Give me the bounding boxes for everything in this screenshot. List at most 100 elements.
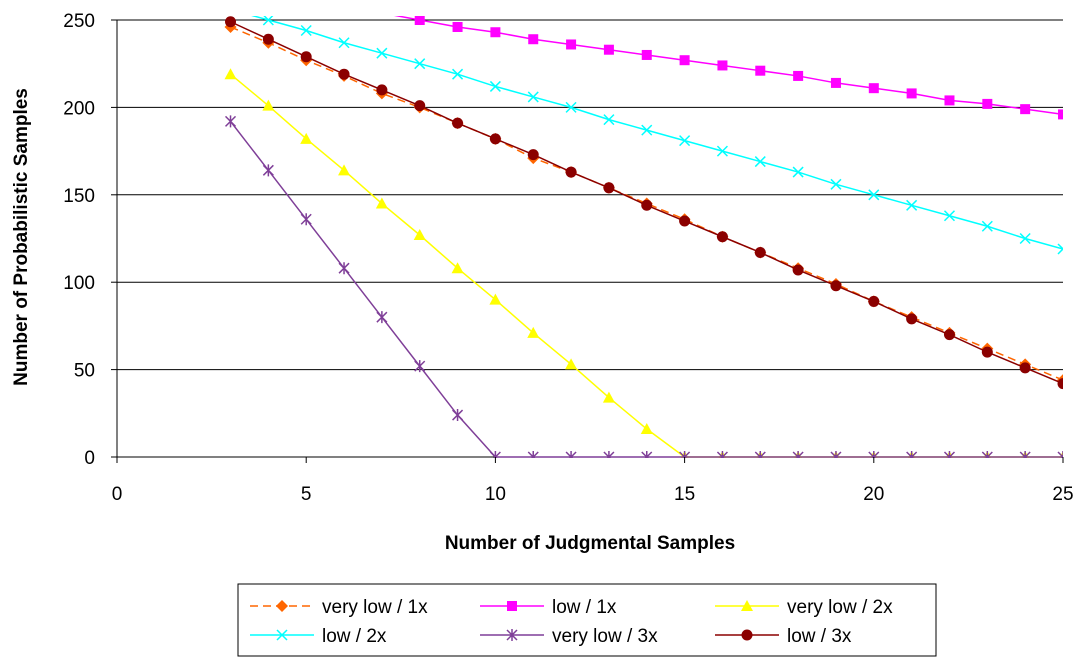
point-3-12	[716, 145, 728, 157]
point-5-3	[338, 68, 350, 80]
point-3-7	[527, 91, 539, 103]
y-tick-label-0: 0	[84, 448, 95, 469]
point-3-1	[300, 24, 312, 37]
point-1-14	[944, 95, 955, 106]
point-5-4	[376, 84, 388, 96]
point-2-5	[413, 229, 426, 241]
point-2-1	[262, 99, 275, 111]
point-2-3	[338, 164, 351, 176]
series-line-4	[229, 120, 1063, 458]
y-tick-label-100: 100	[63, 273, 95, 294]
x-tick-label-0: 0	[112, 484, 123, 505]
series-line-2	[230, 73, 1063, 458]
y-tick-label-150: 150	[63, 186, 95, 207]
point-1-13	[906, 88, 917, 99]
point-1-7	[679, 55, 690, 66]
point-5-21	[1019, 362, 1031, 374]
point-1-6	[641, 49, 652, 60]
x-tick-label-25: 25	[1052, 484, 1073, 505]
point-2-11	[640, 423, 653, 435]
point-4-2	[300, 213, 312, 226]
point-1-17	[1058, 109, 1063, 120]
point-1-12	[868, 83, 879, 94]
point-1-4	[566, 39, 577, 50]
point-2-0	[224, 68, 237, 80]
legend-entry-0: very low / 1x	[250, 597, 428, 618]
y-tick-label-200: 200	[63, 98, 95, 119]
point-3-21	[1057, 243, 1063, 255]
point-3-0	[262, 16, 274, 26]
grid-lines	[117, 19, 1063, 458]
point-3-19	[981, 220, 993, 232]
point-5-0	[225, 16, 237, 28]
point-4-5	[414, 360, 426, 373]
point-5-22	[1057, 378, 1063, 390]
point-1-16	[1020, 104, 1031, 115]
point-4-20	[981, 451, 993, 458]
point-1-0	[414, 16, 425, 25]
point-5-1	[262, 33, 274, 45]
x-axis-title: Number of Judgmental Samples	[445, 533, 735, 554]
point-5-9	[565, 166, 577, 178]
point-3-16	[868, 189, 880, 201]
legend-marker-1	[507, 601, 517, 611]
point-5-14	[754, 246, 766, 258]
series-1	[393, 16, 1063, 120]
point-5-8	[527, 149, 539, 161]
point-5-13	[716, 231, 728, 243]
legend-label-4: very low / 3x	[552, 626, 658, 647]
point-4-13	[716, 451, 728, 458]
point-3-15	[830, 178, 842, 190]
point-5-5	[414, 100, 426, 112]
point-5-19	[943, 329, 955, 341]
point-5-17	[868, 295, 880, 307]
point-5-15	[792, 264, 804, 276]
point-2-7	[489, 293, 502, 305]
point-5-10	[603, 182, 615, 194]
legend-entry-4: very low / 3x	[480, 626, 658, 647]
x-tick-label-15: 15	[674, 484, 695, 505]
point-4-16	[830, 451, 842, 458]
point-3-20	[1019, 232, 1031, 245]
series-clip-group	[224, 16, 1063, 458]
point-3-4	[414, 58, 426, 70]
legend-marker-2	[741, 600, 753, 611]
point-5-2	[300, 51, 312, 63]
point-4-14	[754, 451, 766, 458]
point-1-5	[603, 44, 614, 55]
legend-marker-5	[741, 629, 753, 641]
point-4-11	[641, 451, 653, 458]
point-5-16	[830, 280, 842, 292]
legend-entry-2: very low / 2x	[715, 597, 893, 618]
legend-label-1: low / 1x	[552, 597, 617, 618]
point-2-10	[602, 391, 615, 403]
legend-label-2: very low / 2x	[787, 597, 893, 618]
point-2-6	[451, 262, 464, 274]
point-2-9	[565, 358, 578, 370]
y-tick-label-50: 50	[74, 361, 95, 382]
series-4	[224, 115, 1063, 458]
point-5-18	[906, 313, 918, 325]
series-line-3	[251, 16, 1063, 250]
point-4-4	[376, 311, 388, 324]
legend-entry-5: low / 3x	[715, 626, 852, 647]
point-1-15	[982, 98, 993, 109]
point-3-17	[906, 199, 918, 211]
point-1-9	[755, 65, 766, 76]
point-2-2	[300, 132, 313, 144]
point-3-11	[679, 135, 691, 147]
point-2-4	[375, 197, 388, 209]
point-1-3	[528, 34, 539, 45]
point-3-14	[792, 166, 804, 178]
point-3-13	[754, 156, 766, 168]
legend-entry-1: low / 1x	[480, 597, 617, 618]
point-4-0	[224, 115, 237, 128]
series-3	[251, 16, 1063, 255]
point-3-10	[641, 124, 653, 136]
series-line-0	[230, 26, 1063, 381]
point-4-19	[943, 451, 956, 458]
legend-marker-3	[276, 629, 288, 641]
legend-marker-4	[506, 629, 518, 641]
point-5-6	[452, 117, 464, 129]
